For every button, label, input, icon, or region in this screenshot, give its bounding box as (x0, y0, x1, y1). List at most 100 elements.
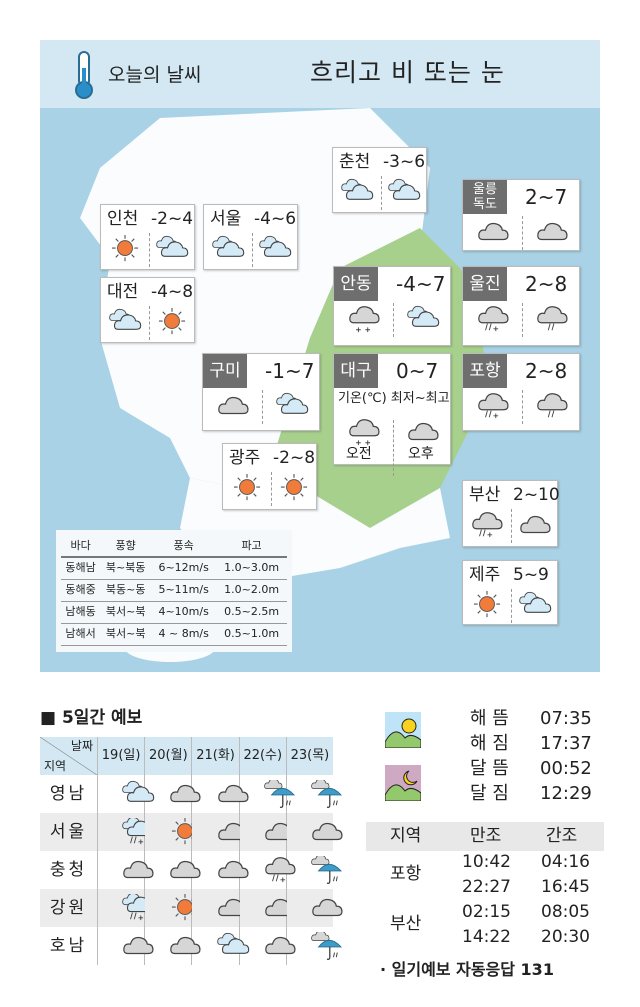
forecast-cell (238, 889, 296, 927)
tide-high: 02:15 (462, 902, 511, 922)
sea-row: 동해남 북~북동 6~12m/s 1.0~3.0m (61, 557, 287, 580)
divider (522, 390, 523, 424)
partly-cloudy-icon (388, 178, 421, 200)
sea-header: 풍향 (100, 535, 152, 558)
thermometer-icon (75, 51, 93, 99)
sunny-icon (473, 591, 501, 618)
forecast-cell (191, 775, 249, 813)
umbrella-rain-icon (311, 856, 343, 884)
city-card: 포항 2~8 (462, 353, 580, 431)
city-name: 인천 (107, 209, 139, 229)
forecast-cell (285, 775, 343, 813)
cloudy-icon (477, 222, 509, 241)
tide-header (366, 822, 604, 851)
city-name: 대전 (107, 282, 139, 302)
partly-cloudy-icon (406, 305, 439, 327)
sea-cell: 4 ~ 8m/s (151, 623, 217, 646)
forecast-row: 강원 (40, 889, 343, 927)
sunrise-icon (385, 712, 421, 748)
sea-cell: 1.0~3.0m (216, 557, 287, 580)
city-card: 인천 -2~4 (100, 204, 195, 270)
tide-high: 14:22 (462, 927, 511, 947)
city-card: 춘천 -3~6 (332, 147, 427, 213)
city-temp: 0~7 (396, 359, 439, 383)
city-card: 울릉 독도 2~7 (462, 179, 580, 251)
sea-cell: 북동~동 (100, 579, 152, 602)
forecast-region: 서울 (40, 813, 98, 851)
tide-region: 포항 (390, 864, 422, 884)
sea-cell: 4~10m/s (151, 601, 217, 624)
forecast-cell (285, 851, 343, 889)
city-temp: -2~4 (151, 209, 194, 229)
astro-time: 00:52 (540, 758, 592, 779)
sea-header: 바다 (61, 535, 101, 558)
city-name: 대구 (334, 354, 378, 388)
divider (251, 233, 253, 267)
forecast-region: 강원 (40, 889, 98, 927)
city-name: 부산 (469, 485, 501, 505)
partly-cloudy-icon (156, 235, 189, 257)
legend-label: 기온(℃) 최저~최고 (338, 391, 450, 406)
city-temp: 2~8 (525, 359, 568, 383)
city-temp: -3~6 (383, 152, 426, 172)
header-title: 오늘의 날씨 (108, 64, 202, 86)
forecast-cell (238, 775, 295, 813)
forecast-cell (238, 813, 296, 851)
partly-cloudy-icon (519, 591, 552, 613)
rain-snow-icon (477, 393, 509, 419)
forecast-cell (96, 813, 155, 851)
forecast-cell (96, 851, 154, 889)
city-temp: -2~8 (273, 448, 316, 468)
cloudy-icon (520, 515, 551, 534)
day-header: 20(월) (144, 737, 192, 775)
tide-low: 04:16 (541, 852, 590, 872)
corner-header: 날짜 지역 (40, 737, 97, 775)
forecast-cell (144, 851, 201, 889)
forecast-cell (238, 927, 296, 965)
divider (522, 216, 523, 250)
city-card: 구미 -1~7 (202, 353, 320, 431)
forecast-row: 충청 (40, 851, 343, 889)
city-card: 광주 -2~8 (222, 443, 317, 510)
astro-label: 달 짐 (470, 783, 509, 804)
moonrise-icon (385, 765, 421, 801)
sea-row: 남해동 북서~북 4~10m/s 0.5~2.5m (61, 601, 287, 624)
divider (148, 306, 150, 340)
forecast-cell (238, 851, 296, 889)
weather-summary: 흐리고 비 또는 눈 (310, 58, 505, 87)
day-header: 19(일) (96, 737, 145, 775)
city-name: 춘천 (339, 152, 371, 172)
city-card: 울진 2~8 (462, 266, 580, 346)
tide-header-high: 만조 (470, 826, 502, 846)
city-temp: 2~8 (525, 272, 568, 296)
sea-cell: 6~12m/s (151, 557, 217, 580)
sea-cell: 북~북동 (100, 557, 152, 580)
cloudy-icon (407, 422, 439, 441)
partly-cloudy-icon (275, 392, 308, 414)
divider (380, 176, 382, 210)
forecast-cell (144, 775, 201, 813)
forecast-cell (96, 889, 155, 927)
divider (511, 509, 512, 543)
forecast-cell (144, 813, 199, 851)
cloudy-icon (536, 222, 568, 241)
umbrella-rain-icon (311, 780, 343, 808)
sea-cell: 동해남 (61, 557, 101, 580)
city-temp: -4~6 (254, 209, 297, 229)
sea-cell: 남해서 (61, 623, 101, 646)
rain-icon (536, 306, 568, 331)
forecast-cell (144, 889, 199, 927)
city-temp: -4~8 (151, 282, 194, 302)
sea-row: 동해중 북동~동 5~11m/s 1.0~2.0m (61, 579, 287, 602)
partly-cloudy-icon (259, 235, 292, 257)
city-name: 안동 (334, 267, 378, 301)
sea-conditions-table: 바다 풍향 풍속 파고 동해남 북~북동 6~12m/s 1.0~3.0m 동해중 북동~… (56, 530, 292, 652)
city-name: 서울 (210, 209, 242, 229)
corner-date: 날짜 (70, 739, 93, 753)
forecast-cell (285, 927, 343, 965)
five-day-forecast-table: 날짜 지역 19(일) 20(월) 21(화) 22(수) 23(목) 영남 서울 충… (40, 737, 343, 965)
footer-hotline: · 일기예보 자동응답 131 (380, 960, 554, 979)
city-name: 구미 (203, 354, 247, 388)
city-name: 울진 (463, 267, 507, 301)
forecast-cell (96, 775, 155, 813)
